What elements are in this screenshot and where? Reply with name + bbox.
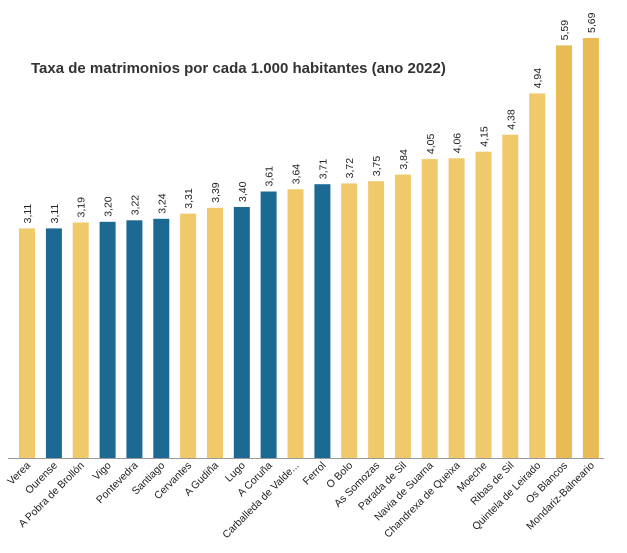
bar-7: [207, 207, 223, 458]
bar-20: [556, 45, 572, 459]
value-label-21: 5,69: [586, 12, 598, 33]
value-label-10: 3,64: [291, 164, 303, 185]
value-label-15: 4,05: [425, 134, 437, 155]
chart-title: Taxa de matrimonios por cada 1.000 habit…: [31, 60, 446, 77]
bar-3: [99, 221, 116, 458]
bar-11: [314, 184, 331, 458]
value-label-18: 4,38: [505, 109, 517, 130]
value-label-17: 4,15: [479, 126, 491, 147]
bar-2: [72, 222, 89, 458]
bar-21: [582, 38, 599, 458]
bar-8: [233, 207, 250, 458]
bar-13: [368, 181, 385, 458]
value-label-1: 3,11: [49, 204, 61, 224]
bar-14: [394, 174, 411, 458]
value-label-19: 4,94: [532, 68, 544, 89]
bar-0: [19, 228, 35, 458]
bar-10: [287, 189, 304, 459]
value-label-3: 3,20: [103, 196, 115, 217]
bar-16: [448, 158, 465, 459]
bar-15: [421, 159, 438, 458]
value-label-7: 3,39: [210, 182, 222, 203]
value-label-4: 3,22: [129, 195, 141, 216]
value-labels-group: 3,11 3,11 3,19 3,20 3,22 3,24 3,31 3,39 3,40 3,61…: [22, 12, 598, 223]
value-label-20: 5,59: [559, 20, 571, 41]
bar-19: [529, 93, 546, 459]
value-label-9: 3,61: [264, 166, 276, 187]
bar-18: [502, 134, 519, 458]
bar-1: [45, 228, 62, 458]
bar-6: [180, 213, 197, 458]
value-label-8: 3,40: [237, 181, 249, 202]
bar-5: [153, 218, 170, 458]
bar-4: [126, 220, 143, 458]
value-label-6: 3,31: [183, 188, 195, 209]
bar-17: [475, 151, 492, 458]
value-label-13: 3,75: [371, 156, 383, 177]
value-label-0: 3,11: [22, 204, 34, 224]
value-label-11: 3,71: [317, 159, 329, 180]
bars-group: [19, 38, 599, 459]
bar-12: [341, 183, 358, 458]
value-label-5: 3,24: [156, 193, 168, 214]
value-label-2: 3,19: [76, 197, 88, 218]
value-label-14: 3,84: [398, 149, 410, 170]
value-label-12: 3,72: [344, 158, 356, 179]
value-label-16: 4,06: [452, 133, 464, 154]
bar-9: [260, 191, 277, 458]
category-label-3: Vigo: [91, 460, 114, 483]
